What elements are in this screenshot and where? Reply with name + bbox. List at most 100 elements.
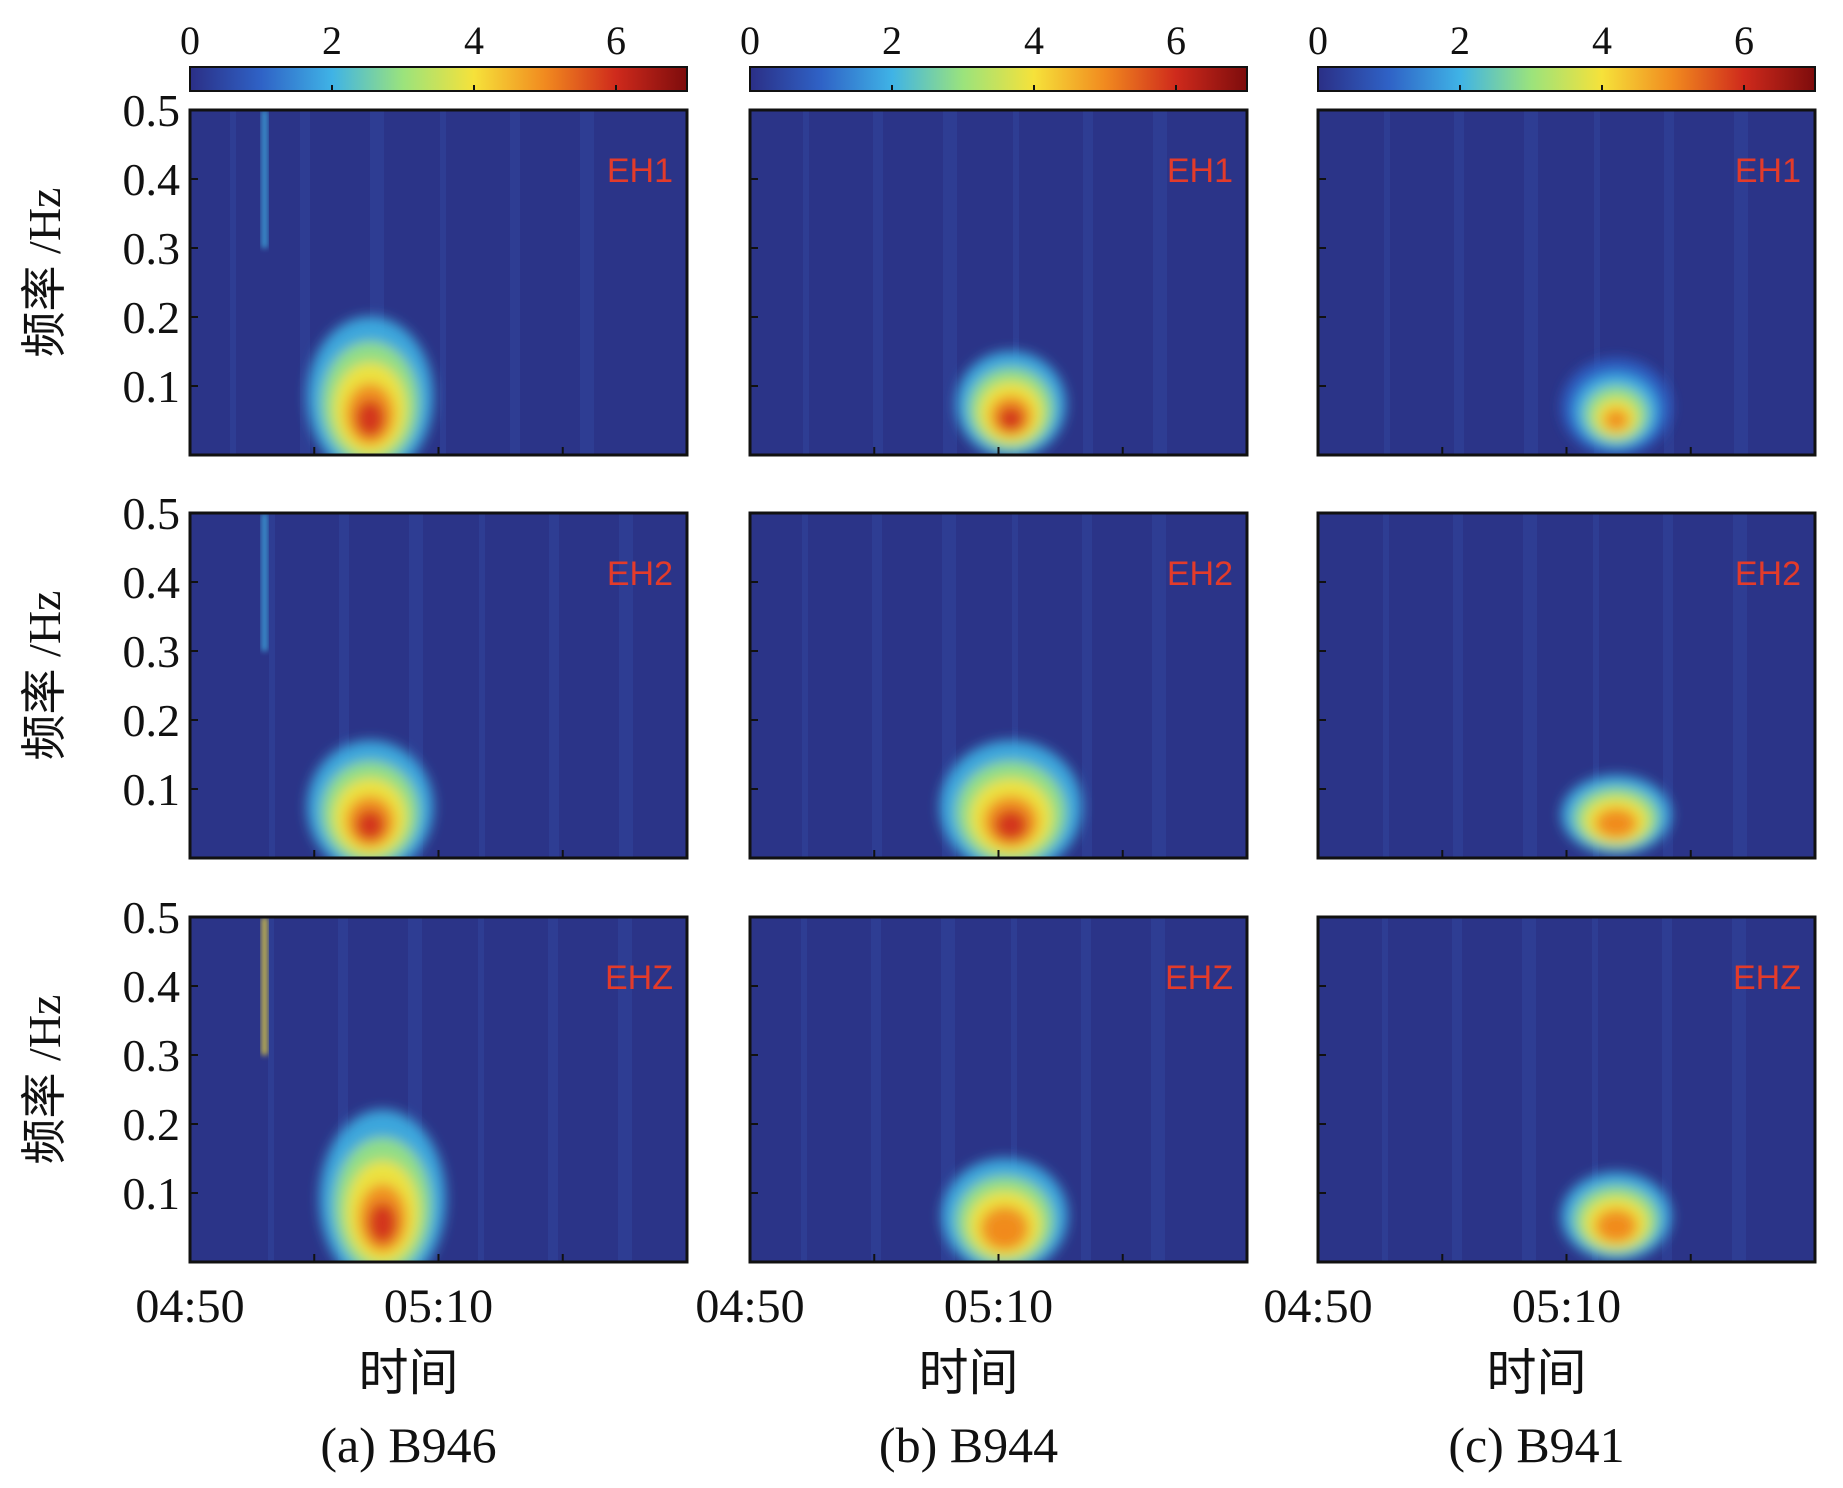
heatmap-streak <box>1013 110 1019 455</box>
heatmap-streak <box>478 917 484 1262</box>
heatmap-streak <box>1664 110 1674 455</box>
component-label: EH1 <box>1735 152 1801 190</box>
heatmap-streak <box>1733 513 1747 858</box>
panel-B941-EH2: EH2 <box>1316 511 1817 860</box>
colorbar-3 <box>1317 66 1816 92</box>
x-tick-label: 04:50 <box>135 1280 244 1333</box>
y-tick-label: 0.4 <box>123 154 181 205</box>
colorbar-tick-label: 4 <box>1024 18 1044 63</box>
component-label: EH2 <box>1167 555 1233 593</box>
heatmap-streak <box>872 513 882 858</box>
y-tick-label: 0.3 <box>123 626 181 677</box>
heatmap-hotspot <box>1603 816 1629 835</box>
heatmap-streak <box>580 110 594 455</box>
heatmap-spike <box>261 513 268 651</box>
component-label: EHZ <box>1733 959 1801 997</box>
panel-B941-EHZ: EHZ 04:50 05:10 <box>1263 915 1817 1333</box>
colorbars: 0 2 4 6 0 2 4 6 0 2 4 6 <box>180 18 1816 92</box>
heatmap-streak <box>1083 110 1093 455</box>
heatmap-streak <box>1454 110 1464 455</box>
heatmap-streak <box>943 110 957 455</box>
heatmap-streak <box>619 513 633 858</box>
heatmap-streak <box>1593 513 1599 858</box>
heatmap-streak <box>1662 917 1672 1262</box>
heatmap-background <box>190 110 687 455</box>
heatmap-hotspot <box>355 809 385 841</box>
y-tick-label: 0.1 <box>123 764 181 815</box>
colorbar-tick-label: 4 <box>1592 18 1612 63</box>
y-axis-label: 频率 /Hz <box>19 995 70 1165</box>
colorbar-tick-label: 6 <box>1734 18 1754 63</box>
heatmap-streak <box>1382 917 1388 1262</box>
component-label: EH1 <box>607 152 673 190</box>
x-axis-label: 时间 <box>919 1345 1019 1401</box>
colorbar-1 <box>189 66 688 92</box>
heatmap-streak <box>1732 917 1746 1262</box>
y-axis-label: 频率 /Hz <box>19 188 70 358</box>
y-tick-label: 0.2 <box>123 292 181 343</box>
heatmap-streak <box>802 513 808 858</box>
panels: EH1 0.5 0.4 0.3 0.2 0.1 EH1 EH1 EH2 0.5 0.4 0.3 0.2 0… <box>123 85 1817 1333</box>
heatmap-streak <box>1594 110 1600 455</box>
x-tick-label: 04:50 <box>695 1280 804 1333</box>
heatmap-streak <box>1452 917 1462 1262</box>
heatmap-streak <box>803 110 809 455</box>
heatmap-streak <box>1453 513 1463 858</box>
y-tick-label: 0.3 <box>123 223 181 274</box>
y-tick-label: 0.2 <box>123 695 181 746</box>
heatmap-spike <box>261 917 268 1055</box>
component-label: EHZ <box>605 959 673 997</box>
y-axis-label: 频率 /Hz <box>19 591 70 761</box>
colorbar-tick-label: 6 <box>1166 18 1186 63</box>
y-tick-label: 0.5 <box>123 488 181 539</box>
heatmap-streak <box>873 110 883 455</box>
heatmap-hotspot <box>990 1218 1020 1245</box>
panel-B944-EH2: EH2 <box>748 511 1249 860</box>
heatmap-streak <box>801 917 807 1262</box>
x-axis-label: 时间 <box>1487 1345 1587 1401</box>
heatmap-spike <box>261 110 268 248</box>
x-axis-label: 时间 <box>359 1345 459 1401</box>
x-tick-label: 05:10 <box>1512 1280 1621 1333</box>
column-caption: (c) B941 <box>1448 1417 1624 1473</box>
heatmap-streak <box>230 110 236 455</box>
heatmap-background <box>190 513 687 858</box>
y-tick-label: 0.4 <box>123 961 181 1012</box>
y-tick-label: 0.5 <box>123 85 181 136</box>
heatmap-streak <box>510 110 520 455</box>
panel-B944-EH1: EH1 <box>748 108 1249 457</box>
heatmap-streak <box>871 917 881 1262</box>
x-tick-label: 05:10 <box>384 1280 493 1333</box>
x-tick-label: 04:50 <box>1263 1280 1372 1333</box>
component-label: EH1 <box>1167 152 1233 190</box>
labels: 频率 /Hz 频率 /Hz 频率 /Hz 时间 (a) B946 时间 (b) B944 时间… <box>19 188 1625 1473</box>
heatmap-streak <box>479 513 485 858</box>
heatmap-streak <box>941 917 955 1262</box>
heatmap-streak <box>1383 513 1389 858</box>
heatmap-streak <box>1081 917 1091 1262</box>
panel-B946-EH2: EH2 0.5 0.4 0.3 0.2 0.1 <box>123 488 689 860</box>
heatmap-streak <box>1082 513 1092 858</box>
colorbar-2 <box>749 66 1248 92</box>
y-tick-label: 0.5 <box>123 892 181 943</box>
heatmap-streak <box>1152 513 1166 858</box>
colorbar-tick-label: 4 <box>464 18 484 63</box>
y-tick-label: 0.1 <box>123 1168 181 1219</box>
column-caption: (b) B944 <box>879 1417 1058 1473</box>
heatmap-hotspot <box>998 406 1024 432</box>
column-caption: (a) B946 <box>320 1417 496 1473</box>
colorbar-tick-label: 0 <box>740 18 760 63</box>
heatmap-streak <box>440 110 446 455</box>
heatmap-streak <box>1734 110 1748 455</box>
component-label: EH2 <box>607 555 673 593</box>
heatmap-streak <box>1524 110 1538 455</box>
heatmap-streak <box>1592 917 1598 1262</box>
heatmap-streak <box>1153 110 1167 455</box>
heatmap-streak <box>1011 917 1017 1262</box>
y-tick-label: 0.2 <box>123 1099 181 1150</box>
colorbar-tick-label: 2 <box>1450 18 1470 63</box>
heatmap-hotspot <box>1603 1218 1629 1239</box>
y-tick-label: 0.4 <box>123 557 181 608</box>
heatmap-streak <box>339 513 349 858</box>
